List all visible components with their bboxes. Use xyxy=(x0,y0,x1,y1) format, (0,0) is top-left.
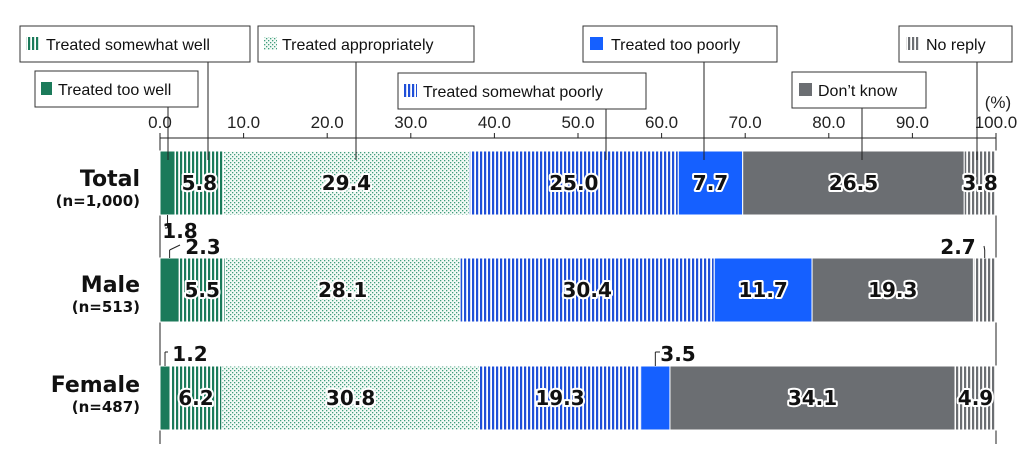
legend-swatch xyxy=(906,37,919,50)
bar-segments xyxy=(159,150,997,431)
x-tick-label: 0.0 xyxy=(148,113,172,132)
value-label: 11.7 xyxy=(738,278,787,302)
category-n: (n=1,000) xyxy=(56,192,140,210)
legend-label: Treated somewhat poorly xyxy=(423,84,603,101)
value-label: 3.5 xyxy=(660,342,695,366)
value-label: 4.9 xyxy=(958,386,993,410)
legend-swatch xyxy=(590,37,603,50)
bar-segment xyxy=(159,365,171,431)
unit-label: (%) xyxy=(985,93,1011,112)
value-label: 6.2 xyxy=(178,386,213,410)
bar-segment xyxy=(677,150,744,216)
x-tick-label: 90.0 xyxy=(896,113,929,132)
bar-segment xyxy=(963,150,997,216)
legend-item-treated-somewhat-poorly: Treated somewhat poorly xyxy=(397,72,647,110)
x-tick-label: 10.0 xyxy=(227,113,260,132)
value-label: 29.4 xyxy=(322,171,371,195)
legend-label: No reply xyxy=(926,37,986,54)
bar-segment xyxy=(459,257,715,323)
bar-segment xyxy=(159,257,180,323)
legend-swatch xyxy=(41,82,52,95)
x-tick-label: 20.0 xyxy=(311,113,344,132)
value-label: 34.1 xyxy=(788,386,837,410)
value-label: 30.8 xyxy=(326,386,375,410)
value-label: 7.7 xyxy=(693,171,728,195)
bar-segment xyxy=(478,365,642,431)
bar-segment xyxy=(178,257,226,323)
legend-item-dont-know: Don’t know xyxy=(791,71,927,109)
category-label-female: Female (n=487) xyxy=(51,373,140,416)
value-label: 3.8 xyxy=(962,171,997,195)
value-label: 19.3 xyxy=(535,386,584,410)
value-label: 2.3 xyxy=(185,235,220,259)
value-labels: 1.8 5.8 29.4 25.0 7.7 26.5 3.8 2.3 5.5 28.1 30.4 11… xyxy=(162,169,1000,412)
x-tick-label: 100.0 xyxy=(975,113,1018,132)
x-tick-label: 70.0 xyxy=(729,113,762,132)
legend-swatch xyxy=(799,83,812,96)
legend-label: Treated too well xyxy=(58,82,171,99)
legend-item-treated-appropriately: Treated appropriately xyxy=(257,25,475,63)
category-n: (n=513) xyxy=(72,298,140,316)
x-tick-label: 60.0 xyxy=(645,113,678,132)
bar-segment xyxy=(159,150,176,216)
bar-segment xyxy=(221,365,480,431)
legend-leaders xyxy=(164,62,986,366)
legend-swatch xyxy=(26,37,39,50)
x-tick-label: 40.0 xyxy=(478,113,511,132)
value-label: 26.5 xyxy=(829,171,878,195)
category-n: (n=487) xyxy=(72,398,140,416)
x-tick-label: 30.0 xyxy=(394,113,427,132)
category-label-total: Total (n=1,000) xyxy=(56,167,140,210)
bar-segment xyxy=(223,150,470,216)
legend-item-treated-too-well: Treated too well xyxy=(34,70,199,108)
value-label: 1.8 xyxy=(162,219,197,243)
legend-label: Treated appropriately xyxy=(282,37,434,54)
bar-segment xyxy=(468,150,679,216)
category-name: Female xyxy=(51,373,140,398)
legend-swatch xyxy=(264,37,277,50)
leader-line xyxy=(983,245,986,251)
legend-item-treated-too-poorly: Treated too poorly xyxy=(582,25,778,63)
bar-segment xyxy=(640,365,671,431)
x-tick-label: 80.0 xyxy=(812,113,845,132)
legend-item-no-reply: No reply xyxy=(898,25,1013,63)
category-label-male: Male (n=513) xyxy=(72,273,140,316)
x-axis: 0.0 10.0 20.0 30.0 40.0 50.0 60.0 70.0 80.0 90.0 1… xyxy=(148,113,1017,444)
legend-label: Treated too poorly xyxy=(611,37,740,54)
bar-segment xyxy=(954,365,997,431)
leader-line xyxy=(169,244,181,251)
x-tick-label: 50.0 xyxy=(561,113,594,132)
legend-label: Treated somewhat well xyxy=(46,37,210,54)
value-label: 5.8 xyxy=(182,171,217,195)
value-label: 30.4 xyxy=(563,278,612,302)
value-label: 1.2 xyxy=(172,342,207,366)
value-label: 5.5 xyxy=(184,278,219,302)
value-label: 2.7 xyxy=(940,235,975,259)
value-label: 25.0 xyxy=(549,171,598,195)
bar-segment xyxy=(811,257,974,323)
bar-segment xyxy=(713,257,813,323)
legend-label: Don’t know xyxy=(818,83,898,100)
bar-segment xyxy=(169,365,223,431)
bar-segment xyxy=(224,257,461,323)
bar-segment xyxy=(669,365,956,431)
value-label: 28.1 xyxy=(318,278,367,302)
category-name: Male xyxy=(81,273,140,298)
legend-swatch xyxy=(404,84,417,97)
legend-item-treated-somewhat-well: Treated somewhat well xyxy=(19,25,251,63)
value-label: 19.3 xyxy=(868,278,917,302)
category-name: Total xyxy=(80,167,140,192)
bar-segment xyxy=(972,257,997,323)
